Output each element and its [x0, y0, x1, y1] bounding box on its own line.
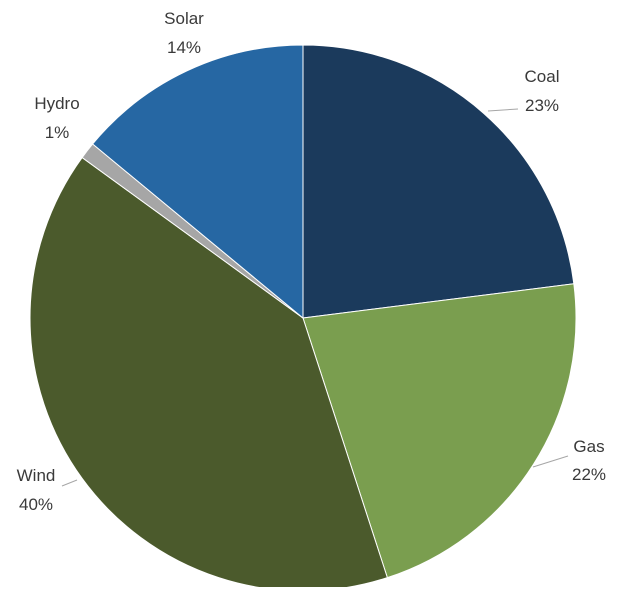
slice-value-hydro: 1% [45, 123, 70, 142]
slice-label-solar: Solar [164, 9, 204, 28]
leader-line-coal [487, 108, 519, 112]
leader-line-wind [61, 479, 78, 487]
data-labels: Coal 23% Gas 22% Wind 40% Hydro 1% Solar… [17, 9, 606, 514]
slice-label-wind: Wind [17, 466, 56, 485]
leader-line-gas [532, 455, 569, 468]
pie-slices [29, 44, 577, 592]
slice-value-wind: 40% [19, 495, 53, 514]
slice-label-hydro: Hydro [34, 94, 79, 113]
pie-slice-gas [302, 283, 577, 579]
slice-value-solar: 14% [167, 38, 201, 57]
pie-slice-coal [302, 44, 575, 319]
pie-slice-solar [91, 44, 304, 320]
slice-label-gas: Gas [573, 437, 604, 456]
slice-value-gas: 22% [572, 465, 606, 484]
slice-label-coal: Coal [525, 67, 560, 86]
leader-lines [61, 108, 569, 487]
slice-value-coal: 23% [525, 96, 559, 115]
